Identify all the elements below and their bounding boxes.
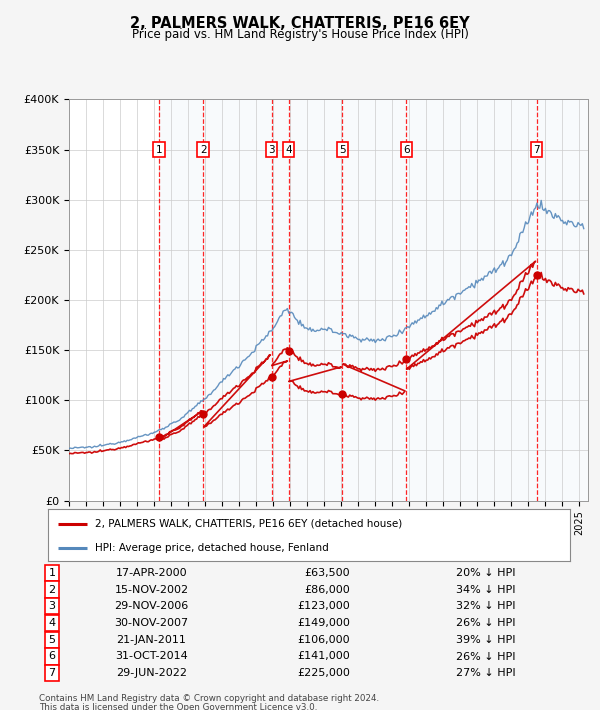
- Text: 6: 6: [49, 652, 56, 662]
- Text: 6: 6: [403, 145, 410, 155]
- Bar: [272, 99, 289, 501]
- Text: 1: 1: [156, 145, 163, 155]
- Text: 2: 2: [49, 584, 56, 594]
- Text: 21-JAN-2011: 21-JAN-2011: [116, 635, 187, 645]
- Text: 31-OCT-2014: 31-OCT-2014: [115, 652, 188, 662]
- Bar: [537, 99, 588, 501]
- Text: 26% ↓ HPI: 26% ↓ HPI: [456, 652, 516, 662]
- Bar: [289, 99, 342, 501]
- Text: 39% ↓ HPI: 39% ↓ HPI: [456, 635, 516, 645]
- Text: 7: 7: [49, 668, 56, 678]
- Text: Price paid vs. HM Land Registry's House Price Index (HPI): Price paid vs. HM Land Registry's House …: [131, 28, 469, 41]
- Text: 2: 2: [200, 145, 206, 155]
- Text: £123,000: £123,000: [298, 601, 350, 611]
- Text: This data is licensed under the Open Government Licence v3.0.: This data is licensed under the Open Gov…: [39, 703, 317, 710]
- Text: 20% ↓ HPI: 20% ↓ HPI: [456, 568, 516, 578]
- Text: 29-JUN-2022: 29-JUN-2022: [116, 668, 187, 678]
- Text: £141,000: £141,000: [298, 652, 350, 662]
- Text: 3: 3: [268, 145, 275, 155]
- Text: 30-NOV-2007: 30-NOV-2007: [115, 618, 188, 628]
- Text: £106,000: £106,000: [298, 635, 350, 645]
- Bar: [203, 99, 272, 501]
- Text: HPI: Average price, detached house, Fenland: HPI: Average price, detached house, Fenl…: [95, 543, 329, 553]
- Text: 32% ↓ HPI: 32% ↓ HPI: [456, 601, 516, 611]
- Bar: [406, 99, 537, 501]
- Text: Contains HM Land Registry data © Crown copyright and database right 2024.: Contains HM Land Registry data © Crown c…: [39, 694, 379, 704]
- Text: 17-APR-2000: 17-APR-2000: [116, 568, 187, 578]
- Text: £225,000: £225,000: [297, 668, 350, 678]
- Text: 3: 3: [49, 601, 56, 611]
- Text: 2, PALMERS WALK, CHATTERIS, PE16 6EY (detached house): 2, PALMERS WALK, CHATTERIS, PE16 6EY (de…: [95, 518, 402, 528]
- Bar: [342, 99, 406, 501]
- Text: 29-NOV-2006: 29-NOV-2006: [115, 601, 188, 611]
- Text: 5: 5: [49, 635, 56, 645]
- Bar: [159, 99, 203, 501]
- Text: 4: 4: [49, 618, 56, 628]
- Text: 26% ↓ HPI: 26% ↓ HPI: [456, 618, 516, 628]
- Text: 4: 4: [286, 145, 292, 155]
- Text: 27% ↓ HPI: 27% ↓ HPI: [456, 668, 516, 678]
- Text: £149,000: £149,000: [297, 618, 350, 628]
- Text: 15-NOV-2002: 15-NOV-2002: [115, 584, 188, 594]
- Text: £63,500: £63,500: [305, 568, 350, 578]
- Text: 7: 7: [533, 145, 540, 155]
- Text: 5: 5: [339, 145, 346, 155]
- Text: 2, PALMERS WALK, CHATTERIS, PE16 6EY: 2, PALMERS WALK, CHATTERIS, PE16 6EY: [130, 16, 470, 31]
- Text: £86,000: £86,000: [304, 584, 350, 594]
- Text: 1: 1: [49, 568, 56, 578]
- Text: 34% ↓ HPI: 34% ↓ HPI: [456, 584, 516, 594]
